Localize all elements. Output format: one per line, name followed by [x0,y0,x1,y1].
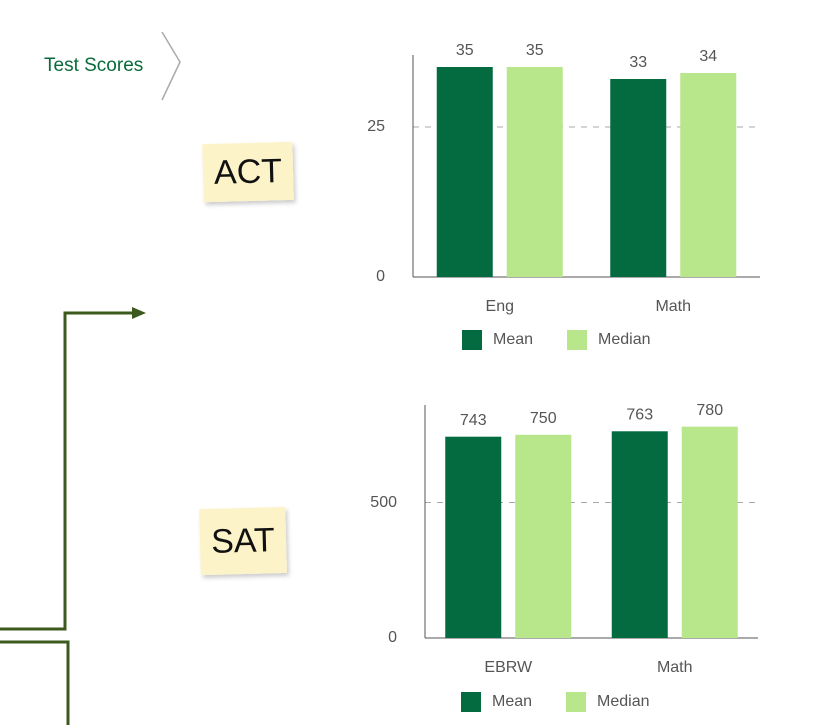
bar [611,431,668,638]
sticky-note: ACT [202,141,294,203]
x-tick-label: Eng [486,298,514,315]
connectors [0,311,135,725]
value-label: 35 [456,42,474,59]
legend-label: Mean [492,693,532,710]
value-label: 33 [629,54,647,71]
y-tick-label: 500 [370,494,397,511]
chevron [161,31,181,101]
x-tick-label: EBRW [484,659,533,676]
bar [515,434,572,638]
bar [445,436,502,638]
legend-swatch [461,692,481,712]
legend-label: Median [597,693,649,710]
legend-swatch [567,330,588,350]
y-tick-label: 0 [376,268,385,285]
legend-label: Mean [493,331,533,348]
sticky-bg [202,141,294,203]
value-label: 743 [460,412,487,429]
legend-swatch [462,330,482,350]
sticky-bg [199,506,287,576]
bar [680,73,737,277]
value-label: 763 [626,406,653,423]
value-label: 750 [530,410,557,427]
breadcrumb[interactable]: Test Scores [44,55,143,76]
x-tick-label: Math [657,659,693,676]
bar [610,79,667,277]
legend-swatch [566,692,587,712]
y-tick-label: 0 [388,629,397,646]
legend-label: Median [598,331,650,348]
sticky-label: SAT [211,521,276,561]
sticky-label: ACT [214,152,283,192]
value-label: 34 [699,48,717,65]
sticky-note: SAT [199,506,287,576]
bar [436,67,493,277]
bar [681,426,738,638]
bar [506,67,563,277]
value-label: 35 [526,42,544,59]
y-tick-label: 25 [367,118,385,135]
x-tick-label: Math [655,298,691,315]
arrow-head [132,307,146,319]
value-label: 780 [696,402,723,419]
